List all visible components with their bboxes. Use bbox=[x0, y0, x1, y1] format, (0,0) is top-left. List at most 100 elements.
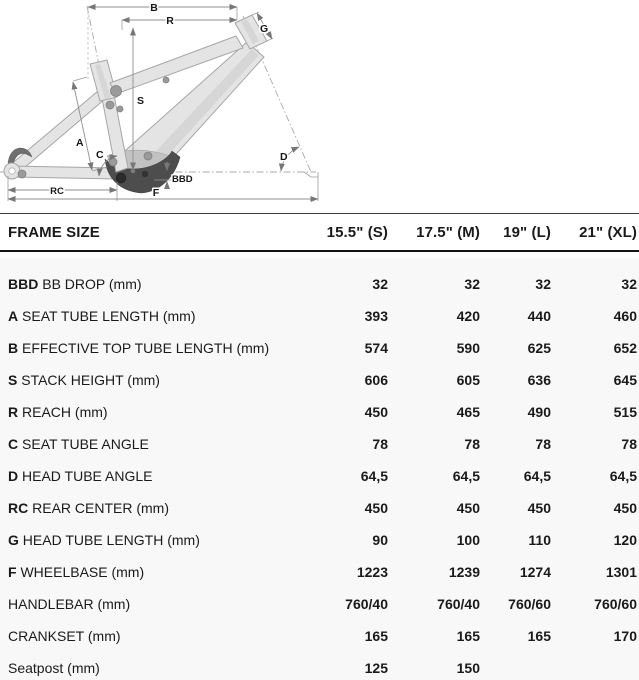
dim-label-a: A bbox=[76, 137, 84, 149]
dim-label-c: C bbox=[96, 149, 104, 161]
dimension-lines bbox=[7, 4, 319, 202]
value-size-xl: 78 bbox=[621, 436, 637, 452]
value-size-m: 465 bbox=[456, 404, 480, 420]
value-size-s: 606 bbox=[364, 372, 388, 388]
row-label-text: SEAT TUBE ANGLE bbox=[22, 436, 149, 452]
value-size-l: 440 bbox=[527, 308, 551, 324]
row-label: S STACK HEIGHT (mm) bbox=[8, 372, 292, 388]
table-row: B EFFECTIVE TOP TUBE LENGTH (mm) 574 590… bbox=[0, 332, 639, 364]
value-size-l: 110 bbox=[528, 532, 551, 548]
row-label-text: SEAT TUBE LENGTH (mm) bbox=[22, 308, 196, 324]
dim-label-s: S bbox=[137, 95, 144, 107]
table-row: R REACH (mm) 450 465 490 515 bbox=[0, 396, 639, 428]
value-size-xl: 64,5 bbox=[609, 468, 637, 484]
row-label-code: BBD bbox=[8, 276, 39, 292]
row-label-text: STACK HEIGHT (mm) bbox=[21, 372, 160, 388]
table-row: CRANKSET (mm) 165 165 165 170 bbox=[0, 620, 639, 652]
column-header-size-s: 15.5" (S) bbox=[326, 223, 388, 241]
value-size-s: 450 bbox=[364, 404, 388, 420]
row-label: Seatpost (mm) bbox=[8, 660, 292, 676]
row-label-code: G bbox=[8, 532, 19, 548]
dim-label-rc: RC bbox=[50, 186, 64, 197]
row-label: RC REAR CENTER (mm) bbox=[8, 500, 292, 516]
dim-label-bbd: BBD bbox=[172, 174, 193, 185]
dimension-labels: B R G S A C D BBD RC F bbox=[49, 1, 290, 201]
table-row: F WHEELBASE (mm) 1223 1239 1274 1301 bbox=[0, 556, 639, 588]
table-header: FRAME SIZE 15.5" (S) 17.5" (M) 19" (L) 2… bbox=[0, 213, 639, 252]
row-label-code: F bbox=[8, 564, 17, 580]
row-label: F WHEELBASE (mm) bbox=[8, 564, 292, 580]
value-size-s: 574 bbox=[364, 340, 388, 356]
table-row: D HEAD TUBE ANGLE 64,5 64,5 64,5 64,5 bbox=[0, 460, 639, 492]
row-label-code: RC bbox=[8, 500, 29, 516]
value-size-xl: 515 bbox=[613, 404, 637, 420]
value-size-l: 32 bbox=[535, 276, 551, 292]
dim-label-b: B bbox=[150, 2, 158, 14]
row-label-text: EFFECTIVE TOP TUBE LENGTH (mm) bbox=[22, 340, 270, 356]
value-size-s: 1223 bbox=[356, 564, 388, 580]
value-size-l: 1274 bbox=[519, 564, 551, 580]
value-size-xl: 645 bbox=[613, 372, 637, 388]
value-size-m: 78 bbox=[464, 436, 480, 452]
row-label: BBD BB DROP (mm) bbox=[8, 276, 292, 292]
table-row: RC REAR CENTER (mm) 450 450 450 450 bbox=[0, 492, 639, 524]
value-size-l: 78 bbox=[535, 436, 551, 452]
value-size-xl: 120 bbox=[613, 532, 637, 548]
derailleur-hanger bbox=[7, 147, 33, 165]
row-label-code: R bbox=[8, 404, 19, 420]
table-row: HANDLEBAR (mm) 760/40 760/40 760/60 760/… bbox=[0, 588, 639, 620]
value-size-s: 165 bbox=[364, 628, 388, 644]
value-size-m: 32 bbox=[464, 276, 480, 292]
value-size-s: 78 bbox=[372, 436, 388, 452]
value-size-s: 393 bbox=[364, 308, 388, 324]
value-size-s: 32 bbox=[372, 276, 388, 292]
row-label-text: HEAD TUBE ANGLE bbox=[22, 468, 153, 484]
value-size-l: 490 bbox=[527, 404, 551, 420]
value-size-s: 90 bbox=[372, 532, 388, 548]
value-size-xl: 760/60 bbox=[594, 596, 637, 612]
column-header-size-m: 17.5" (M) bbox=[416, 223, 480, 241]
value-size-m: 420 bbox=[456, 308, 480, 324]
row-label-text: BB DROP (mm) bbox=[42, 276, 142, 292]
row-label-code: B bbox=[8, 340, 19, 356]
frame-diagram-svg: B R G S A C D BBD RC F bbox=[0, 1, 319, 202]
value-size-m: 1239 bbox=[448, 564, 480, 580]
row-label: A SEAT TUBE LENGTH (mm) bbox=[8, 308, 292, 324]
row-label-text: HANDLEBAR (mm) bbox=[8, 596, 131, 612]
value-size-m: 605 bbox=[456, 372, 480, 388]
row-label-text: CRANKSET (mm) bbox=[8, 628, 121, 644]
row-label: C SEAT TUBE ANGLE bbox=[8, 436, 292, 452]
row-label: G HEAD TUBE LENGTH (mm) bbox=[8, 532, 292, 548]
column-header-size-l: 19" (L) bbox=[503, 223, 551, 241]
value-size-xl: 460 bbox=[613, 308, 637, 324]
row-label-text: REAR CENTER (mm) bbox=[32, 500, 170, 516]
value-size-m: 150 bbox=[456, 660, 480, 676]
column-header-size-xl: 21" (XL) bbox=[579, 223, 637, 241]
row-label-code: A bbox=[8, 308, 19, 324]
value-size-s: 450 bbox=[364, 500, 388, 516]
row-label: B EFFECTIVE TOP TUBE LENGTH (mm) bbox=[8, 340, 292, 356]
table-row: Seatpost (mm) 125 150 bbox=[0, 652, 639, 680]
dim-label-f: F bbox=[153, 187, 160, 199]
row-label-text: WHEELBASE (mm) bbox=[20, 564, 145, 580]
value-size-s: 760/40 bbox=[345, 596, 388, 612]
value-size-l: 625 bbox=[527, 340, 551, 356]
row-label-text: Seatpost (mm) bbox=[8, 660, 100, 676]
row-label-code: C bbox=[8, 436, 19, 452]
value-size-l: 165 bbox=[527, 628, 551, 644]
frame-size-heading: FRAME SIZE bbox=[8, 223, 100, 241]
table-row: G HEAD TUBE LENGTH (mm) 90 100 110 120 bbox=[0, 524, 639, 556]
value-size-m: 100 bbox=[456, 532, 480, 548]
row-label: CRANKSET (mm) bbox=[8, 628, 292, 644]
value-size-xl: 450 bbox=[613, 500, 637, 516]
value-size-m: 165 bbox=[456, 628, 480, 644]
table-row: BBD BB DROP (mm) 32 32 32 32 bbox=[0, 268, 639, 300]
table-row: S STACK HEIGHT (mm) 606 605 636 645 bbox=[0, 364, 639, 396]
value-size-m: 64,5 bbox=[452, 468, 480, 484]
value-size-xl: 170 bbox=[613, 628, 637, 644]
table-row: C SEAT TUBE ANGLE 78 78 78 78 bbox=[0, 428, 639, 460]
row-label-code: S bbox=[8, 372, 18, 388]
value-size-m: 450 bbox=[456, 500, 480, 516]
value-size-m: 760/40 bbox=[437, 596, 480, 612]
